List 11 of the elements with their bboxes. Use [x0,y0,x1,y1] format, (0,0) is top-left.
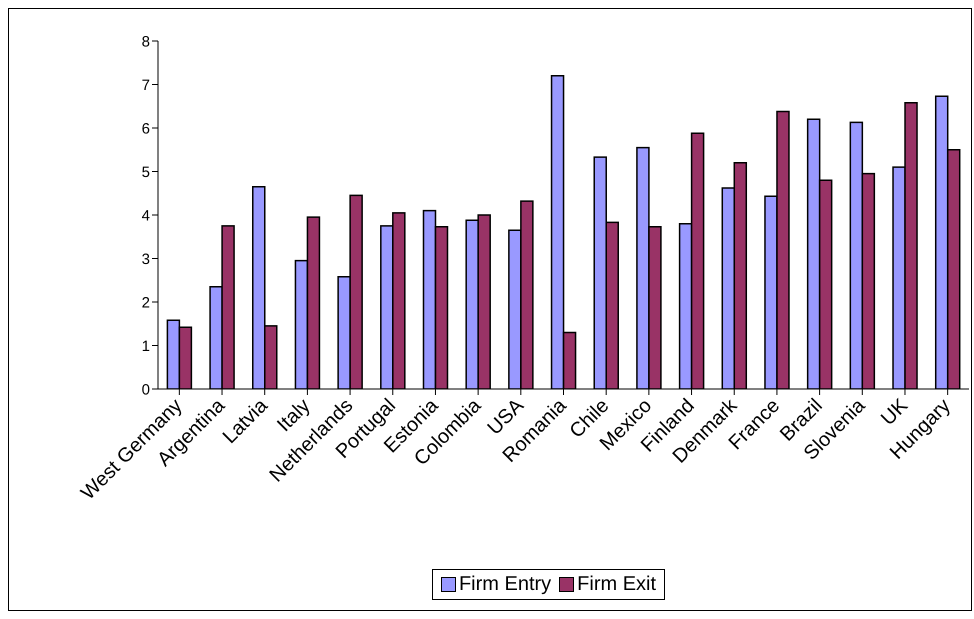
y-tick-label: 1 [142,338,150,355]
y-tick-label: 3 [142,250,150,268]
legend-label: Firm Entry [458,573,552,596]
y-tick-label: 2 [142,294,150,312]
y-tick-label: 8 [142,33,150,50]
y-tick-label: 4 [142,207,150,224]
y-tick-label: 7 [142,76,150,94]
y-tick-label: 6 [142,120,150,138]
y-tick-label: 5 [142,164,150,181]
legend-label: Firm Exit [576,573,656,596]
y-tick-label: 0 [142,381,150,398]
